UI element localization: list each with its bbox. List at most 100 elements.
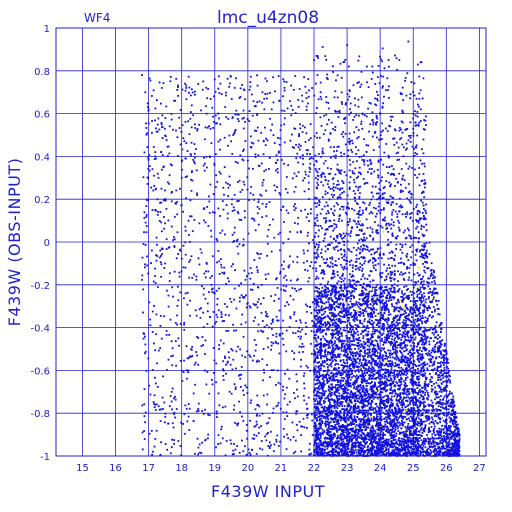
data-point [391, 418, 394, 421]
data-point [391, 303, 393, 306]
data-point [275, 405, 278, 408]
data-point [315, 393, 318, 395]
data-point [416, 63, 419, 66]
data-point [326, 371, 329, 373]
data-point [187, 415, 190, 418]
data-point [354, 403, 357, 405]
data-point [306, 408, 308, 410]
data-point [353, 420, 356, 422]
data-point [357, 189, 359, 192]
data-point [365, 385, 368, 387]
data-point [305, 414, 308, 417]
data-point [328, 351, 331, 354]
data-point [304, 208, 307, 211]
data-point [359, 322, 362, 325]
data-point [194, 123, 196, 126]
data-point [322, 162, 325, 165]
data-point [282, 389, 284, 392]
data-point [377, 176, 380, 179]
data-point [191, 179, 194, 182]
data-point [362, 357, 365, 360]
data-point [405, 255, 408, 258]
data-point [431, 416, 433, 419]
data-point [241, 84, 243, 86]
data-point [442, 412, 444, 415]
data-point [343, 283, 346, 286]
data-point [227, 144, 229, 147]
data-point [242, 450, 245, 453]
data-point [313, 256, 316, 259]
data-point [379, 438, 382, 441]
data-point [381, 314, 384, 316]
data-point [313, 236, 316, 239]
data-point [357, 186, 360, 189]
data-point [211, 255, 214, 258]
data-point [380, 415, 383, 418]
data-point [423, 225, 425, 228]
data-point [379, 138, 382, 141]
data-point [335, 412, 338, 414]
data-point [331, 341, 334, 343]
data-point [357, 149, 360, 152]
data-point [409, 121, 412, 124]
data-point [208, 211, 211, 214]
data-point [380, 138, 383, 140]
data-point [362, 312, 365, 315]
data-point [344, 117, 346, 120]
data-point [356, 316, 358, 319]
data-point [365, 150, 368, 153]
data-point [176, 314, 178, 317]
data-point [395, 177, 398, 180]
data-point [257, 164, 260, 167]
data-point [153, 403, 155, 405]
data-point [294, 439, 297, 442]
data-point [253, 437, 256, 440]
data-point [394, 411, 397, 414]
data-point [424, 336, 427, 338]
data-point [220, 266, 223, 269]
data-point [152, 189, 155, 192]
data-point [344, 58, 347, 61]
data-point [366, 446, 369, 449]
data-point [174, 322, 177, 324]
data-point [380, 276, 383, 279]
data-point [385, 341, 387, 344]
data-point [268, 156, 271, 159]
data-point [178, 127, 181, 129]
data-point [413, 412, 416, 414]
data-point [345, 232, 348, 235]
data-point [328, 316, 331, 319]
data-point [337, 348, 340, 351]
data-point [170, 118, 173, 121]
data-point [249, 277, 252, 280]
data-point [387, 368, 389, 371]
data-point [321, 271, 324, 274]
data-point [169, 80, 172, 83]
data-point [370, 211, 373, 213]
data-point [156, 243, 158, 246]
data-point [184, 241, 187, 244]
data-point [393, 258, 395, 260]
data-point [431, 331, 434, 334]
data-point [360, 353, 363, 356]
data-point [370, 374, 373, 377]
data-point [383, 67, 386, 70]
data-point [151, 369, 154, 371]
data-point [177, 253, 180, 255]
data-point [391, 402, 394, 405]
data-point [410, 196, 413, 199]
data-point [371, 330, 374, 333]
data-point [326, 423, 329, 426]
data-point [338, 402, 341, 405]
data-point [348, 218, 351, 220]
data-point [396, 181, 399, 184]
data-point [318, 425, 321, 428]
data-point [448, 425, 451, 427]
data-point [219, 82, 222, 85]
data-point [385, 305, 388, 308]
data-point [343, 426, 346, 429]
data-point [362, 391, 365, 394]
data-point [141, 431, 144, 434]
data-point [366, 389, 369, 392]
data-point [415, 97, 418, 100]
